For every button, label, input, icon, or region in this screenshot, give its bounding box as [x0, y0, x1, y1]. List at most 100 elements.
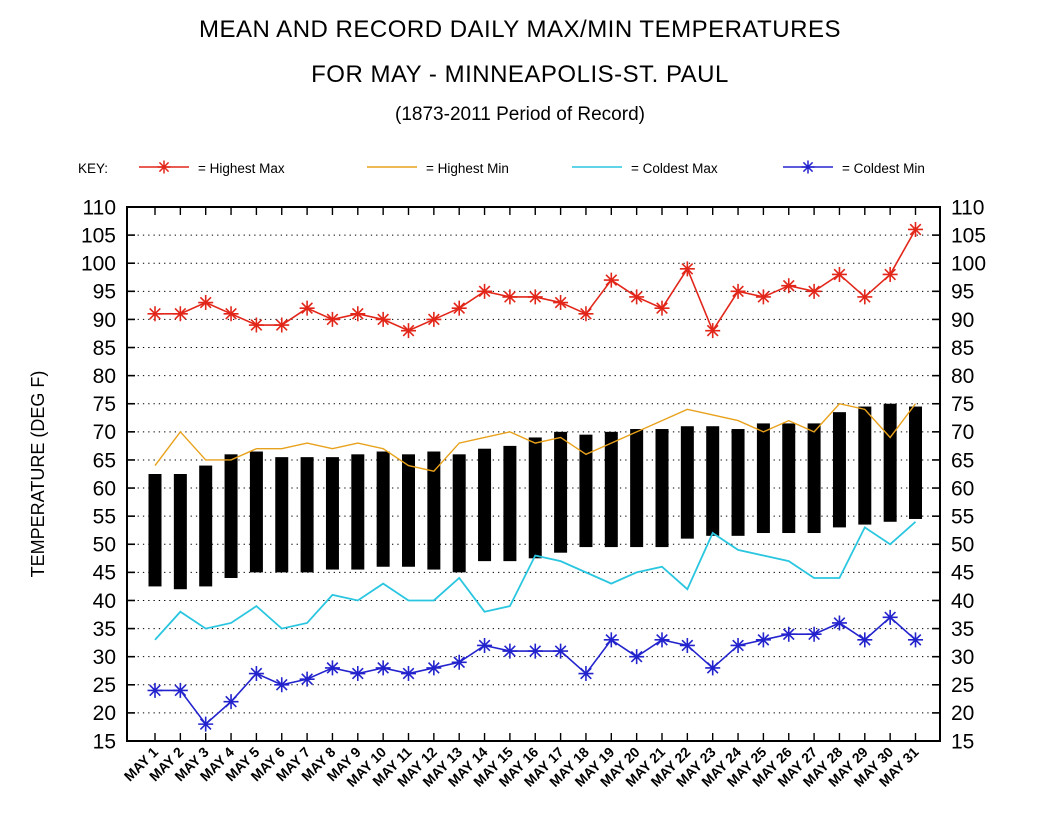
y-tick-label-left: 30 — [93, 646, 116, 669]
series-marker-highest-max — [375, 311, 391, 327]
series-marker-coldest-min — [654, 632, 670, 648]
y-tick-label-left: 70 — [93, 421, 116, 444]
series-marker-highest-max — [755, 289, 771, 305]
series-marker-coldest-min — [629, 649, 645, 665]
series-marker-highest-max — [679, 261, 695, 277]
y-tick-label-right: 20 — [951, 702, 974, 725]
highest-max-line-swatch-icon — [139, 160, 189, 174]
y-tick-label-right: 65 — [951, 449, 974, 472]
key-item-highest-min: = Highest Min — [366, 158, 509, 176]
series-marker-coldest-min — [172, 682, 188, 698]
mean-range-bar — [858, 406, 872, 525]
mean-range-bar — [680, 426, 694, 539]
series-marker-coldest-min — [350, 666, 366, 682]
y-tick-label-right: 70 — [951, 421, 974, 444]
mean-range-bar — [706, 426, 720, 536]
key-item-label: = Coldest Min — [842, 160, 925, 176]
series-marker-coldest-min — [324, 660, 340, 676]
mean-range-bar — [249, 451, 263, 573]
chart-subtitle: (1873-2011 Period of Record) — [395, 104, 645, 125]
mean-range-bar — [452, 454, 466, 573]
coldest-min-line-swatch-icon — [783, 160, 833, 174]
series-marker-highest-max — [223, 306, 239, 322]
mean-range-bar — [503, 445, 517, 562]
y-tick-label-left: 40 — [93, 590, 116, 613]
mean-range-bar — [883, 403, 897, 522]
mean-range-bar — [351, 454, 365, 570]
y-tick-label-right: 40 — [951, 590, 974, 613]
y-tick-label-left: 105 — [81, 224, 116, 247]
series-marker-highest-max — [831, 266, 847, 282]
series-line-coldest-min — [155, 616, 917, 726]
mean-range-bar — [528, 437, 542, 559]
key-item-coldest-min: = Coldest Min — [782, 158, 925, 176]
y-tick-label-right: 110 — [951, 196, 984, 219]
series-marker-highest-max — [324, 311, 340, 327]
series-marker-highest-max — [629, 289, 645, 305]
series-marker-highest-max — [350, 306, 366, 322]
y-tick-label-right: 100 — [951, 253, 986, 276]
series-line-highest-max — [155, 229, 917, 333]
y-tick-label-left: 20 — [93, 702, 116, 725]
series-marker-coldest-min — [553, 643, 569, 659]
y-tick-label-left: 65 — [93, 449, 116, 472]
highest-min-line-swatch-icon — [367, 166, 417, 168]
series-marker-coldest-min — [679, 637, 695, 653]
key-item-coldest-max: = Coldest Max — [571, 158, 718, 176]
y-tick-label-left: 50 — [93, 534, 116, 557]
series-line-coldest-max — [154, 521, 917, 641]
mean-range-bar — [427, 451, 441, 570]
series-marker-highest-max — [451, 300, 467, 316]
mean-range-bar — [807, 423, 821, 534]
series-marker-highest-max — [730, 283, 746, 299]
series-marker-coldest-min — [198, 716, 214, 732]
series-marker-highest-max — [299, 300, 315, 316]
mean-range-bar — [224, 454, 238, 578]
y-tick-label-left: 35 — [93, 618, 116, 641]
series-marker-coldest-min — [451, 654, 467, 670]
mean-range-bar — [630, 429, 644, 548]
series-marker-coldest-min — [705, 660, 721, 676]
mean-range-bar — [756, 423, 770, 534]
mean-range-bar — [148, 474, 162, 587]
y-tick-label-right: 15 — [951, 730, 974, 753]
y-tick-label-right: 35 — [951, 618, 974, 641]
y-tick-label-left: 80 — [93, 365, 116, 388]
series-marker-coldest-min — [248, 666, 264, 682]
y-tick-label-right: 75 — [951, 393, 974, 416]
series-marker-coldest-min — [578, 666, 594, 682]
y-tick-label-right: 25 — [951, 674, 974, 697]
mean-range-bar — [173, 474, 187, 590]
key-item-label: = Highest Max — [198, 160, 285, 176]
y-tick-label-right: 60 — [951, 477, 974, 500]
series-marker-coldest-min — [223, 694, 239, 710]
mean-range-bar — [300, 457, 314, 573]
series-marker-highest-max — [198, 295, 214, 311]
series-marker-highest-max — [603, 272, 619, 288]
series-marker-coldest-min — [527, 643, 543, 659]
plot-border — [126, 206, 941, 742]
y-tick-label-left: 60 — [93, 477, 116, 500]
series-marker-coldest-min — [603, 632, 619, 648]
series-marker-coldest-min — [274, 677, 290, 693]
series-marker-coldest-min — [908, 632, 923, 648]
series-marker-coldest-min — [375, 660, 391, 676]
coldest-max-line-swatch-icon — [572, 166, 622, 168]
chart-key: KEY: = Highest Max = Highest Min = Colde… — [0, 158, 1040, 180]
chart-title-line2: FOR MAY - MINNEAPOLIS-ST. PAUL — [311, 61, 729, 88]
mean-range-bar — [402, 454, 415, 567]
series-marker-highest-max — [578, 306, 594, 322]
key-item-highest-max: = Highest Max — [138, 158, 285, 176]
y-tick-label-right: 85 — [951, 337, 974, 360]
series-line-highest-min — [154, 402, 917, 472]
y-tick-label-left: 55 — [93, 506, 116, 529]
series-marker-coldest-min — [806, 626, 822, 642]
series-marker-coldest-min — [755, 632, 771, 648]
y-axis-title: TEMPERATURE (DEG F) — [28, 371, 48, 578]
y-tick-label-right: 90 — [951, 309, 974, 332]
y-tick-label-left: 45 — [93, 562, 116, 585]
mean-range-bar — [731, 429, 745, 536]
series-marker-coldest-min — [502, 643, 518, 659]
series-marker-highest-max — [908, 221, 923, 237]
